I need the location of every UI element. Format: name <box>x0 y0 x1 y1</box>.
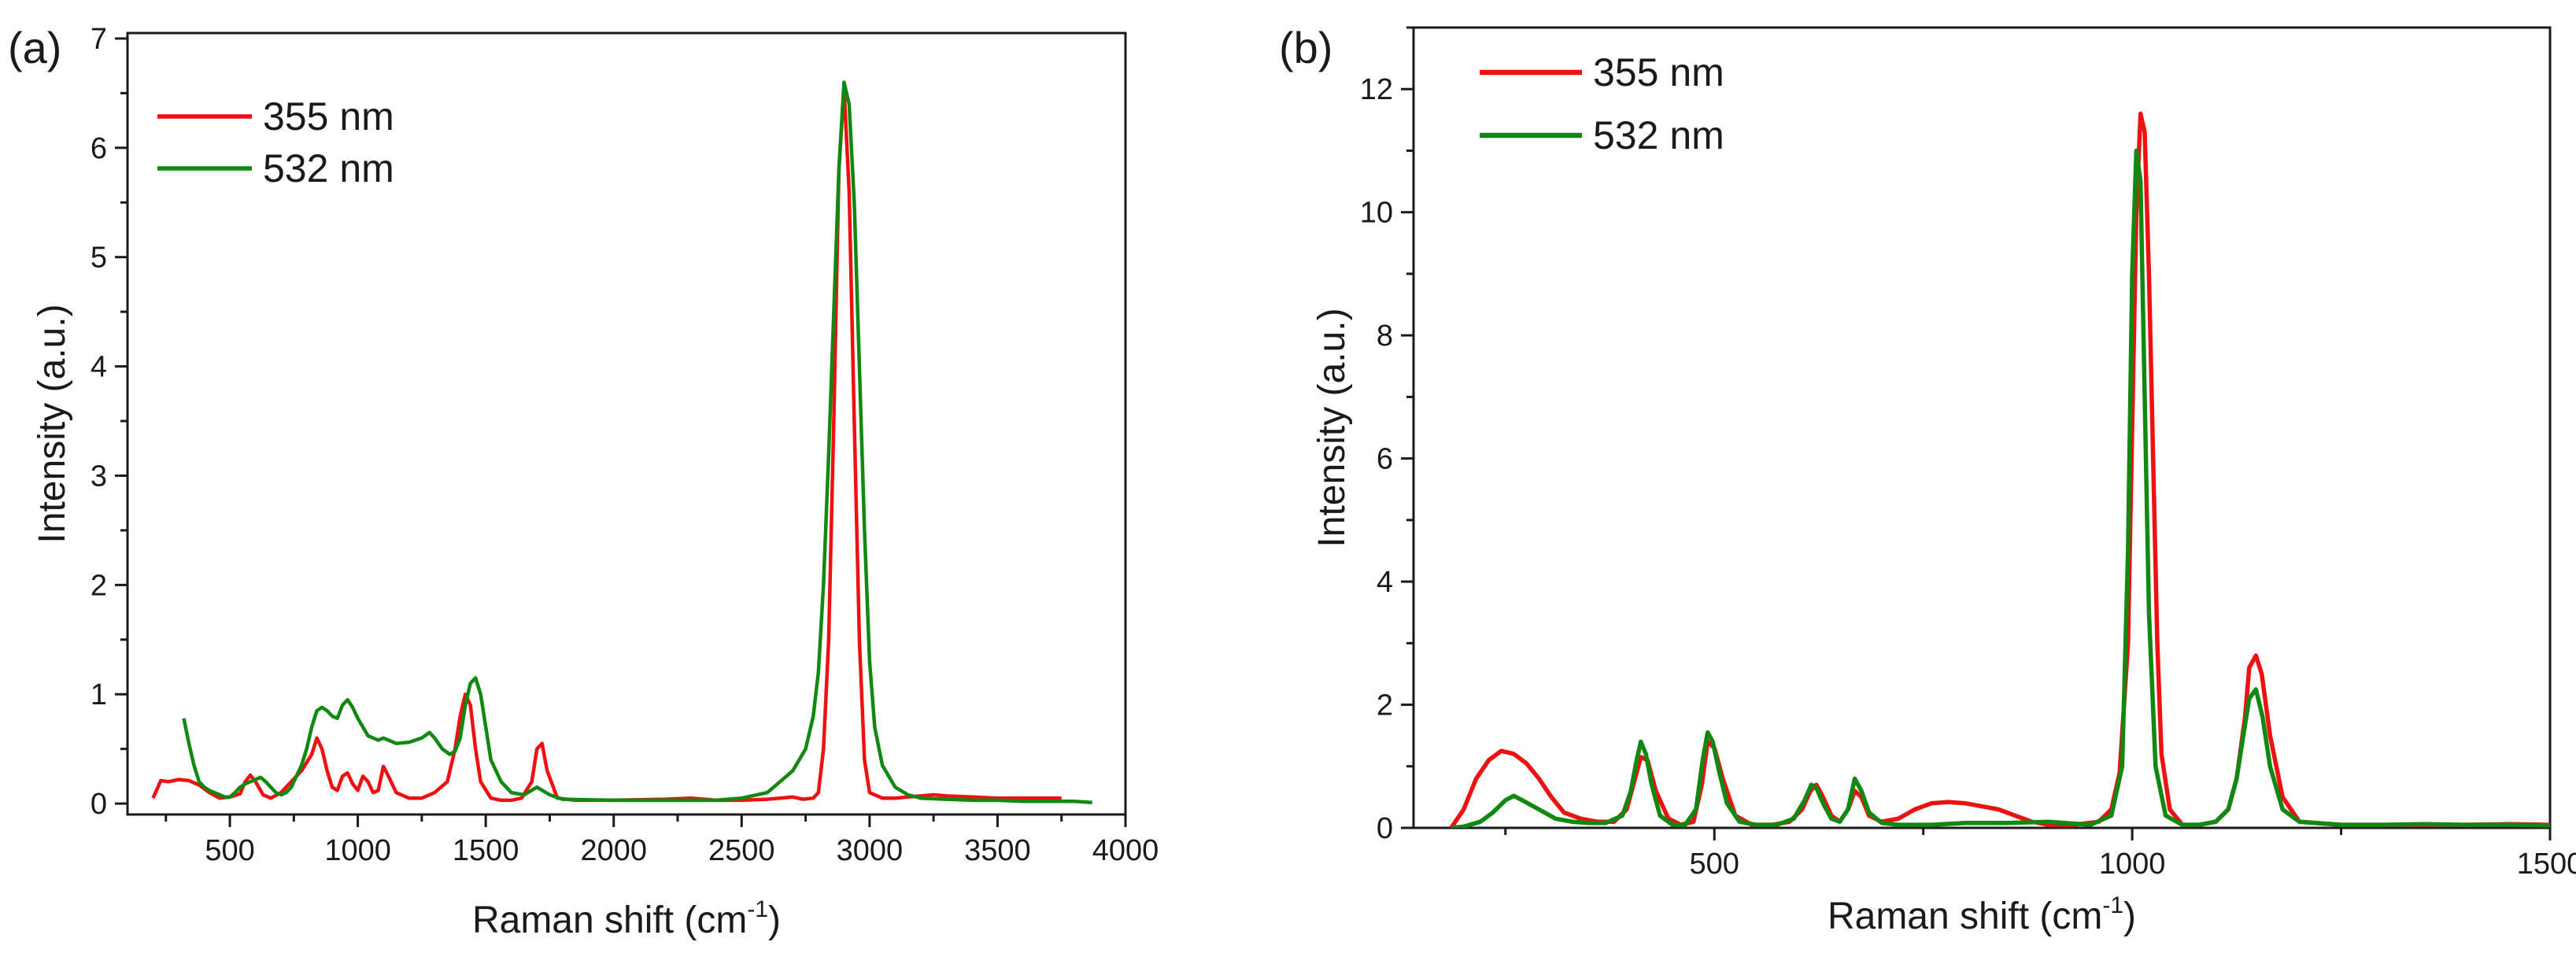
x-axis-title-main: Raman shift (cm <box>472 899 747 941</box>
panel-label: (a) <box>8 23 61 72</box>
x-axis-title-main: Raman shift (cm <box>1828 896 2102 937</box>
x-tick-label: 1000 <box>2099 848 2166 881</box>
y-tick-label: 3 <box>91 460 107 493</box>
legend-entry: 355 nm <box>1593 50 1724 94</box>
x-tick-label: 4000 <box>1092 834 1159 867</box>
y-tick-label: 6 <box>1377 443 1393 476</box>
y-tick-label: 0 <box>1377 812 1393 845</box>
chart-panel-b: (b) 500 1000 1500 0 2 4 6 8 10 12 Raman shift (cm-1… <box>1279 23 2576 937</box>
x-tick-label: 500 <box>1690 848 1739 881</box>
y-tick-label: 8 <box>1377 320 1393 353</box>
x-tick-label: 1500 <box>453 834 519 867</box>
x-axis-title-superscript: -1 <box>747 896 768 922</box>
y-tick-label: 4 <box>91 351 107 384</box>
series-group <box>1449 111 2550 828</box>
series-group <box>151 80 1092 804</box>
series-line-532-nm <box>182 80 1092 804</box>
y-tick-label: 6 <box>91 132 107 165</box>
plot-frame <box>1412 26 2552 829</box>
y-tick-label: 5 <box>91 242 107 275</box>
x-tick-label: 500 <box>205 834 254 867</box>
x-tick-label: 3000 <box>837 834 904 867</box>
x-axis-title: Raman shift (cm-1) <box>472 896 781 941</box>
y-tick-label: 0 <box>91 788 107 821</box>
x-axis-title: Raman shift (cm-1) <box>1828 892 2136 937</box>
y-axis-title: Intensity (a.u.) <box>1311 308 1353 547</box>
x-tick-label: 3500 <box>964 834 1031 867</box>
x-tick-label: 1000 <box>324 834 391 867</box>
x-tick-label: 2500 <box>708 834 775 867</box>
x-axis-title-close: ) <box>768 899 781 941</box>
y-tick-label: 2 <box>1377 689 1393 722</box>
series-line-355-nm <box>151 86 1062 803</box>
plot-frame <box>126 31 1127 816</box>
y-tick-label: 1 <box>91 678 107 711</box>
x-tick-label: 1500 <box>2517 848 2576 881</box>
y-axis-title: Intensity (a.u.) <box>31 304 73 543</box>
y-tick-label: 7 <box>91 23 107 56</box>
y-tick-label: 4 <box>1377 566 1393 599</box>
legend-entry: 532 nm <box>263 146 394 190</box>
y-tick-label: 12 <box>1360 73 1393 106</box>
series-line-532-nm <box>1451 148 2550 828</box>
legend-entry: 355 nm <box>263 94 394 139</box>
y-tick-label: 2 <box>91 569 107 602</box>
y-tick-label: 10 <box>1360 197 1393 230</box>
chart-panel-a: (a) 500 1000 1500 2000 2500 3000 3500 4000 0 1 2 3 4 5… <box>8 23 1159 941</box>
series-line-355-nm <box>1449 111 2550 828</box>
panel-label: (b) <box>1279 23 1332 72</box>
x-axis-title-superscript: -1 <box>2102 892 2123 918</box>
legend-entry: 532 nm <box>1593 113 1724 157</box>
x-axis-title-close: ) <box>2123 896 2136 937</box>
x-tick-label: 2000 <box>580 834 647 867</box>
